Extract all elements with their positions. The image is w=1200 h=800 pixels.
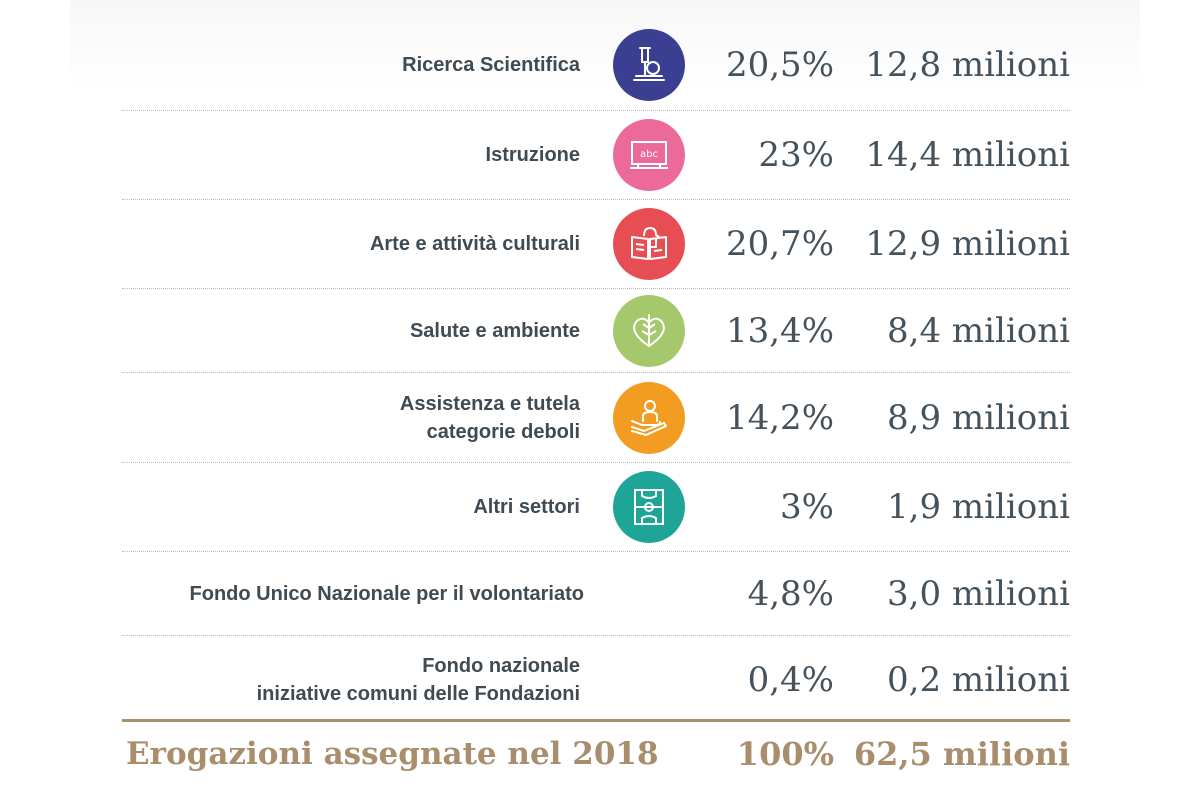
row-amount: 8,9 milioni	[887, 397, 1070, 438]
table-row: Istruzione abc 23% 14,4 milioni	[122, 111, 1070, 200]
row-percent: 14,2%	[725, 397, 834, 438]
row-percent: 20,7%	[725, 224, 834, 264]
row-percent: 0,4%	[747, 660, 834, 700]
row-label-text: Altri settori	[473, 496, 580, 518]
table-row: Altri settori 3% 1,9 milioni	[122, 463, 1070, 552]
blackboard-icon: abc	[613, 119, 685, 191]
row-percent: 23%	[758, 135, 834, 175]
table-row: Fondo Unico Nazionale per il volontariat…	[122, 552, 1070, 636]
row-amount: 12,8 milioni	[865, 45, 1070, 85]
care-hand-icon	[613, 381, 685, 454]
row-percent: 3%	[780, 487, 834, 527]
sports-field-icon	[613, 471, 685, 543]
row-label-text-line2: iniziative comuni delle Fondazioni	[256, 683, 580, 705]
row-label: Altri settori	[473, 463, 580, 551]
row-label: Salute e ambiente	[410, 289, 580, 372]
row-label-text: Ricerca Scientifica	[402, 54, 580, 76]
total-divider	[122, 719, 1070, 722]
allocation-table: Ricerca Scientifica 20,5% 12,8 milioni I…	[122, 20, 1070, 724]
table-row: Fondo nazionale iniziative comuni delle …	[122, 636, 1070, 724]
row-amount: 14,4 milioni	[865, 135, 1070, 175]
row-amount: 8,4 milioni	[887, 310, 1070, 351]
table-row: Ricerca Scientifica 20,5% 12,8 milioni	[122, 20, 1070, 111]
row-label: Fondo nazionale iniziative comuni delle …	[257, 636, 580, 724]
total-percent: 100%	[736, 735, 834, 773]
row-amount: 3,0 milioni	[887, 573, 1070, 614]
total-row: Erogazioni assegnate nel 2018 100% 62,5 …	[122, 724, 1070, 784]
table-row: Assistenza e tutela categorie deboli 14,…	[122, 373, 1070, 463]
total-amount: 62,5 milioni	[853, 735, 1070, 773]
row-amount: 12,9 milioni	[865, 224, 1070, 264]
row-amount: 1,9 milioni	[887, 487, 1070, 527]
svg-text:abc: abc	[640, 149, 658, 160]
row-label-text: Istruzione	[485, 144, 580, 166]
row-label-text: Arte e attività culturali	[369, 233, 580, 255]
leaf-heart-icon	[613, 294, 685, 367]
row-label: Assistenza e tutela categorie deboli	[400, 373, 580, 462]
row-label-text: Assistenza e tutela	[399, 392, 580, 415]
row-label-text: Fondo nazionale	[422, 655, 580, 677]
total-label: Erogazioni assegnate nel 2018	[126, 736, 659, 772]
row-percent: 20,5%	[725, 45, 834, 85]
row-label: Fondo Unico Nazionale per il volontariat…	[190, 552, 584, 635]
table-row: Salute e ambiente 13,4% 8,4 milioni	[122, 289, 1070, 373]
row-percent: 4,8%	[747, 573, 834, 614]
row-label: Istruzione	[486, 111, 580, 199]
row-percent: 13,4%	[725, 310, 834, 351]
book-icon	[613, 208, 685, 280]
table-row: Arte e attività culturali 20,7% 12,9 mil…	[122, 200, 1070, 289]
row-label-text: Salute e ambiente	[409, 319, 580, 342]
row-label: Arte e attività culturali	[370, 200, 580, 288]
row-label-text: Fondo Unico Nazionale per il volontariat…	[189, 582, 584, 605]
row-label: Ricerca Scientifica	[402, 20, 580, 110]
row-amount: 0,2 milioni	[887, 660, 1070, 700]
microscope-icon	[613, 29, 685, 101]
row-label-text-line2: categorie deboli	[426, 420, 580, 443]
